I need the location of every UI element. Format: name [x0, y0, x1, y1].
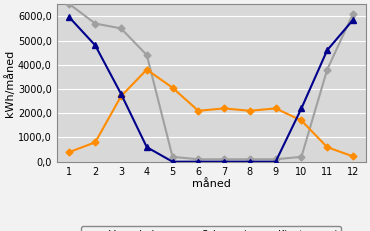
Solenergi [299, 119, 304, 122]
Varmebehov [119, 27, 123, 30]
Kjøpt energi [299, 107, 304, 110]
Solenergi [196, 109, 201, 112]
Kjøpt energi [325, 49, 329, 52]
Varmebehov [325, 68, 329, 71]
Solenergi [67, 151, 72, 153]
Varmebehov [93, 22, 97, 25]
Kjøpt energi [119, 92, 123, 95]
Kjøpt energi [170, 160, 175, 163]
Solenergi [351, 155, 355, 158]
Solenergi [170, 86, 175, 89]
Y-axis label: kWh/måned: kWh/måned [4, 49, 15, 117]
Kjøpt energi [145, 146, 149, 149]
Varmebehov [299, 155, 304, 158]
Solenergi [145, 68, 149, 71]
Kjøpt energi [248, 160, 252, 163]
Kjøpt energi [273, 160, 278, 163]
Kjøpt energi [67, 16, 72, 19]
Kjøpt energi [196, 160, 201, 163]
Varmebehov [248, 158, 252, 161]
Line: Solenergi: Solenergi [67, 67, 355, 159]
Solenergi [325, 146, 329, 149]
X-axis label: måned: måned [192, 179, 231, 189]
Solenergi [273, 107, 278, 110]
Legend: Varmebehov, Solenergi, Kjøpt energi: Varmebehov, Solenergi, Kjøpt energi [81, 226, 341, 231]
Solenergi [248, 109, 252, 112]
Solenergi [222, 107, 226, 110]
Solenergi [119, 95, 123, 98]
Kjøpt energi [351, 18, 355, 21]
Varmebehov [196, 158, 201, 161]
Varmebehov [351, 12, 355, 15]
Varmebehov [170, 155, 175, 158]
Varmebehov [145, 54, 149, 56]
Varmebehov [222, 158, 226, 161]
Line: Kjøpt energi: Kjøpt energi [67, 15, 356, 164]
Varmebehov [273, 158, 278, 161]
Kjøpt energi [93, 44, 97, 47]
Line: Varmebehov: Varmebehov [67, 2, 355, 162]
Solenergi [93, 141, 97, 144]
Varmebehov [67, 3, 72, 6]
Kjøpt energi [222, 160, 226, 163]
